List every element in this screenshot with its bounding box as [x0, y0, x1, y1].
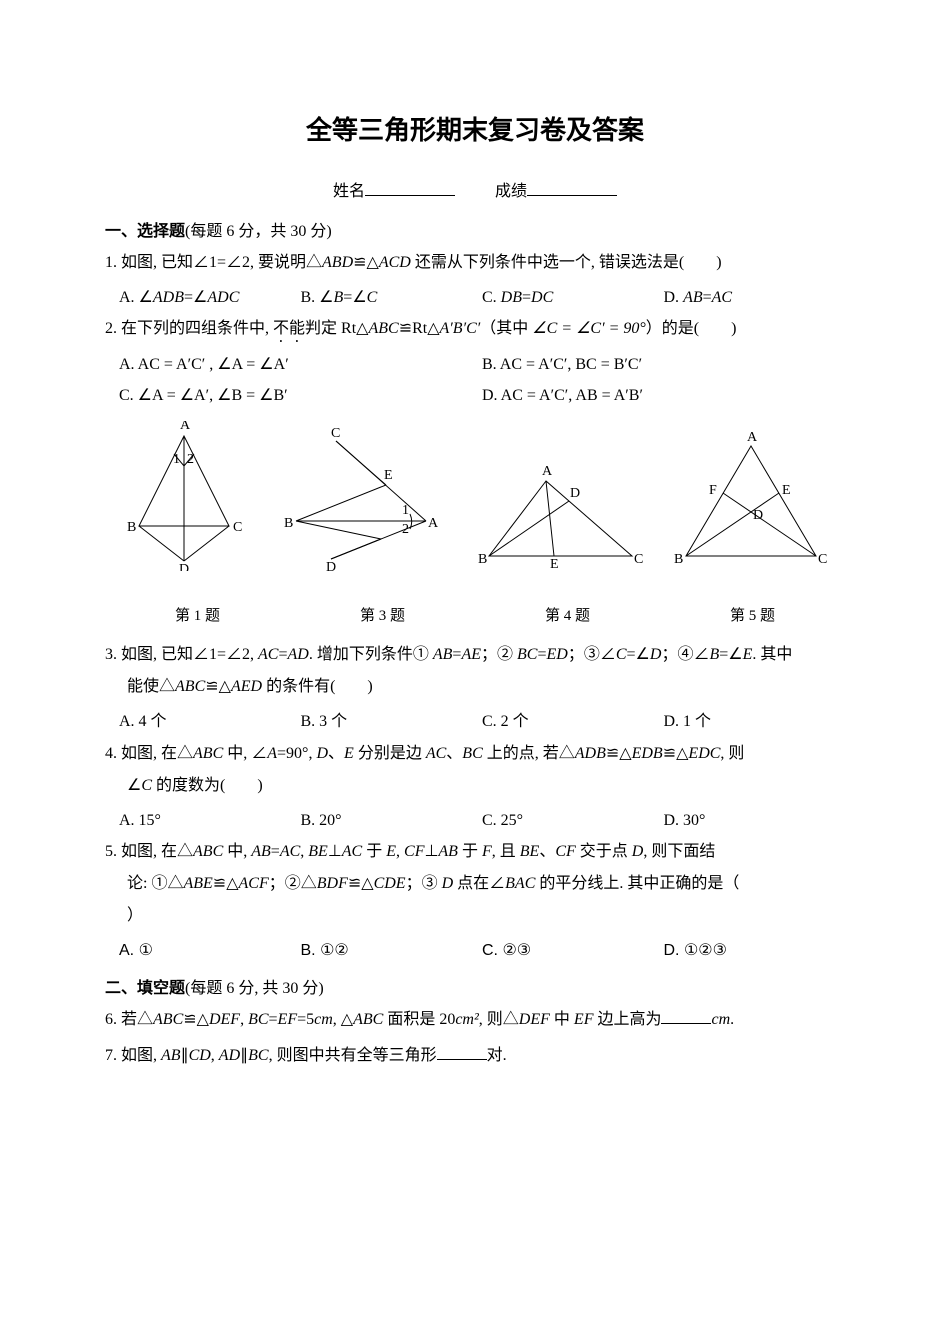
- q7: 7. 如图, AB∥CD, AD∥BC, 则图中共有全等三角形对.: [105, 1040, 845, 1072]
- q7-blank: [437, 1045, 487, 1060]
- svg-text:D: D: [326, 560, 336, 571]
- svg-text:E: E: [384, 468, 393, 483]
- q6: 6. 若△ABC≌△DEF, BC=EF=5cm, △ABC 面积是 20cm²…: [105, 1004, 845, 1036]
- name-score-row: 姓名 成绩: [105, 177, 845, 201]
- svg-text:A: A: [428, 516, 439, 531]
- q5: 5. 如图, 在△ABC 中, AB=AC, BE⊥AC 于 E, CF⊥AB …: [105, 836, 845, 932]
- page-title: 全等三角形期末复习卷及答案: [105, 110, 845, 147]
- q1: 1. 如图, 已知∠1=∠2, 要说明△ABD≌△ACD 还需从下列条件中选一个…: [105, 247, 845, 279]
- svg-text:B: B: [674, 552, 683, 567]
- svg-text:C: C: [233, 520, 242, 535]
- svg-text:C: C: [818, 552, 827, 567]
- figure-q3: A B C D E 1 2: [276, 421, 446, 576]
- svg-text:A: A: [542, 464, 553, 479]
- svg-text:E: E: [550, 557, 559, 571]
- svg-text:D: D: [753, 508, 763, 523]
- figure-q5: A B C D E F: [671, 431, 831, 576]
- q4: 4. 如图, 在△ABC 中, ∠A=90°, D、E 分别是边 AC、BC 上…: [105, 738, 845, 802]
- section2-header: 二、填空题(每题 6 分, 共 30 分): [105, 974, 845, 998]
- q2: 2. 在下列的四组条件中, 不能判定 Rt△ABC≌Rt△A′B′C′（其中 ∠…: [105, 313, 845, 346]
- svg-text:C: C: [331, 426, 340, 441]
- q4-options: A. 15° B. 20° C. 25° D. 30°: [105, 806, 845, 836]
- svg-text:C: C: [634, 552, 643, 567]
- svg-text:B: B: [284, 516, 293, 531]
- q3-options: A. 4 个 B. 3 个 C. 2 个 D. 1 个: [105, 707, 845, 737]
- svg-text:2: 2: [187, 452, 194, 467]
- q1-options: A. ∠ADB=∠ADC B. ∠B=∠C C. DB=DC D. AB=AC: [105, 283, 845, 313]
- svg-text:A: A: [180, 421, 191, 433]
- svg-text:D: D: [570, 486, 580, 501]
- svg-text:B: B: [478, 552, 487, 567]
- name-label: 姓名: [333, 183, 365, 200]
- score-label: 成绩: [495, 183, 527, 200]
- svg-text:1: 1: [173, 452, 180, 467]
- figure-q4: A B C D E: [474, 461, 644, 576]
- svg-text:2: 2: [402, 522, 409, 537]
- figure-captions: 第 1 题 第 3 题 第 4 题 第 5 题: [105, 604, 845, 625]
- svg-text:F: F: [709, 483, 717, 498]
- q2-options: A. AC = A′C′ , ∠A = ∠A′ B. AC = A′C′, BC…: [105, 350, 845, 411]
- figure-q1: A B C D 1 2: [119, 421, 249, 576]
- q3: 3. 如图, 已知∠1=∠2, AC=AD. 增加下列条件① AB=AE；② B…: [105, 639, 845, 703]
- name-blank: [365, 181, 455, 196]
- svg-text:A: A: [747, 431, 758, 445]
- q5-options: A. ① B. ①② C. ②③ D. ①②③: [105, 936, 845, 966]
- q6-blank: [661, 1009, 711, 1024]
- section1-header: 一、选择题(每题 6 分，共 30 分): [105, 217, 845, 241]
- figures-row: A B C D 1 2 A B C D E: [105, 421, 845, 576]
- svg-text:D: D: [179, 562, 189, 571]
- score-blank: [527, 181, 617, 196]
- svg-text:E: E: [782, 483, 791, 498]
- svg-text:B: B: [127, 520, 136, 535]
- svg-text:1: 1: [402, 503, 409, 518]
